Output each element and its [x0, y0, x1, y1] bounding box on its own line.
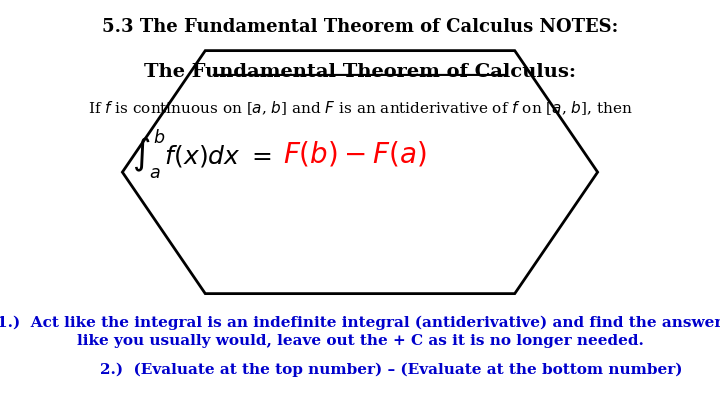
Text: 1.)  Act like the integral is an indefinite integral (antiderivative) and find t: 1.) Act like the integral is an indefini… — [0, 316, 720, 330]
Text: $\int_a^b f(x)dx \ = \ $: $\int_a^b f(x)dx \ = \ $ — [132, 127, 271, 181]
Text: 2.)  (Evaluate at the top number) – (Evaluate at the bottom number): 2.) (Evaluate at the top number) – (Eval… — [100, 362, 683, 377]
Text: The Fundamental Theorem of Calculus:: The Fundamental Theorem of Calculus: — [144, 63, 576, 81]
Text: like you usually would, leave out the + C as it is no longer needed.: like you usually would, leave out the + … — [76, 334, 644, 348]
Text: $F(b) - F(a)$: $F(b) - F(a)$ — [283, 139, 426, 168]
Text: If $f$ is continuous on [$a$, $b$] and $F$ is an antiderivative of $f$ on [$a$, : If $f$ is continuous on [$a$, $b$] and $… — [88, 99, 632, 117]
Text: 5.3 The Fundamental Theorem of Calculus NOTES:: 5.3 The Fundamental Theorem of Calculus … — [102, 18, 618, 36]
